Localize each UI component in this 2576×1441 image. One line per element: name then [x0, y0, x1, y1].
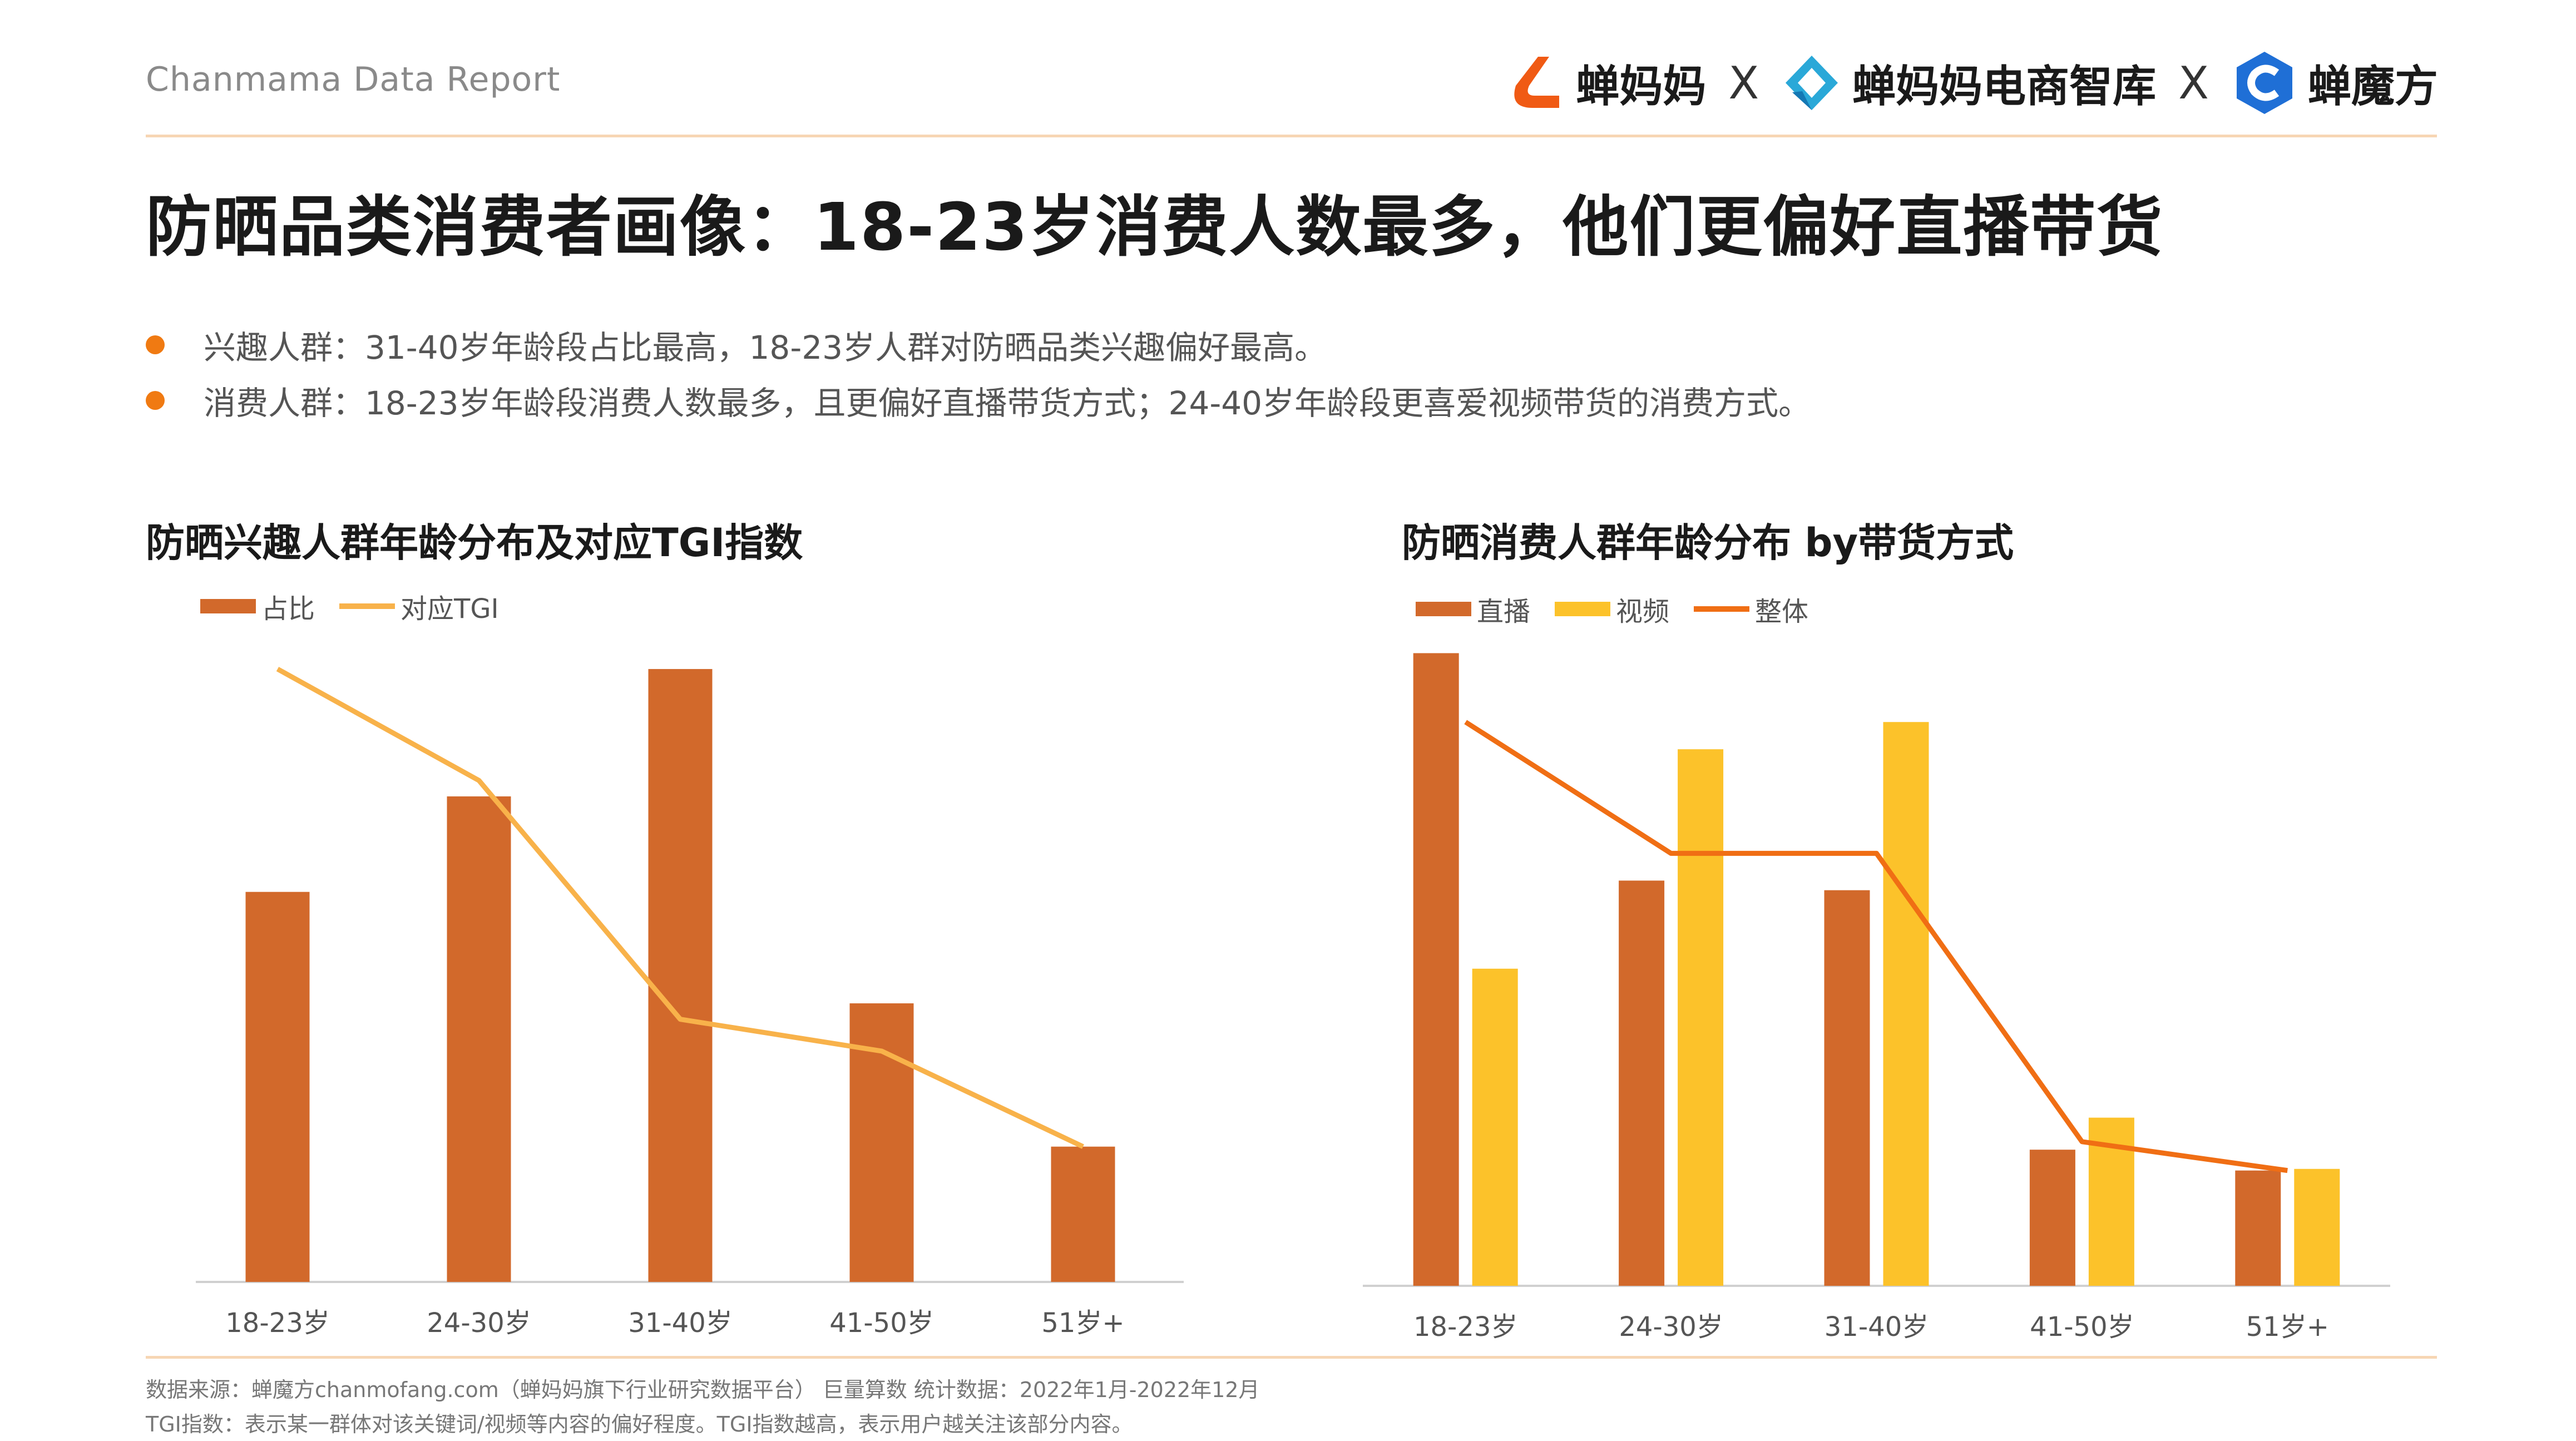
chart2-tick-label: 18-23岁: [1413, 1311, 1517, 1343]
legend-label: 占比: [261, 593, 315, 625]
chart1-line-对应TGI: [276, 667, 1084, 1149]
chart2-bar-视频: [2294, 1168, 2340, 1286]
bullet-dot-icon: [146, 391, 165, 410]
chart2-tick-label: 24-30岁: [1619, 1311, 1723, 1343]
chart1-tick-label: 41-50岁: [829, 1308, 933, 1339]
chart2-bar-视频: [1472, 968, 1518, 1286]
chart2-bar-直播: [2029, 1150, 2075, 1286]
chart1-legend-item: 对应TGI: [339, 587, 499, 626]
chart1-tick-label: 51岁+: [1041, 1308, 1124, 1339]
chart1-bar-占比: [447, 796, 511, 1282]
legend-swatch-line: [1694, 606, 1750, 612]
insight-item: 消费人群：18-23岁年龄段消费人数最多，且更偏好直播带货方式；24-40岁年龄…: [146, 373, 1811, 428]
chanmofang-logo: 蝉魔方: [2231, 49, 2438, 116]
chanmofang-logo-text: 蝉魔方: [2307, 62, 2438, 112]
legend-label: 直播: [1477, 596, 1531, 627]
insight-list: 兴趣人群：31-40岁年龄段占比最高，18-23岁人群对防晒品类兴趣偏好最高。 …: [146, 317, 1811, 428]
chanmama-logo-icon: [1514, 57, 1560, 108]
chart1-bar-占比: [245, 892, 310, 1282]
logo-separator: X: [1728, 57, 1759, 109]
legend-label: 对应TGI: [401, 593, 499, 625]
chanmama-think-tank-logo-text: 蝉妈妈电商智库: [1852, 62, 2157, 112]
logo-separator: X: [2178, 57, 2209, 109]
insight-text: 兴趣人群：31-40岁年龄段占比最高，18-23岁人群对防晒品类兴趣偏好最高。: [204, 329, 1327, 367]
chanmama-think-tank-logo: 蝉妈妈电商智库: [1781, 52, 2156, 114]
chanmama-logo-text: 蝉妈妈: [1576, 62, 1707, 112]
report-label: Chanmama Data Report: [146, 60, 561, 99]
chart2-tick-label: 51岁+: [2246, 1311, 2329, 1343]
legend-swatch-bar: [1555, 602, 1611, 616]
chart2-line-整体: [1464, 720, 2288, 1173]
insight-text: 消费人群：18-23岁年龄段消费人数最多，且更偏好直播带货方式；24-40岁年龄…: [204, 384, 1811, 422]
chart2-bar-直播: [1824, 890, 1870, 1286]
chart2-bar-视频: [1883, 722, 1929, 1286]
partner-logos: 蝉妈妈 X 蝉妈妈电商智库 X 蝉魔方: [1505, 47, 2438, 119]
chart1-tick-label: 24-30岁: [427, 1308, 531, 1339]
bullet-dot-icon: [146, 335, 165, 354]
chart2-bar-视频: [1678, 749, 1724, 1286]
legend-swatch-bar: [1416, 602, 1471, 616]
legend-label: 视频: [1616, 596, 1670, 627]
chart1-bar-占比: [1051, 1146, 1115, 1282]
chart1-tick-label: 31-40岁: [628, 1308, 732, 1339]
legend-swatch-bar: [200, 599, 256, 613]
chanmama-logo: 蝉妈妈: [1505, 52, 1706, 114]
chart1-legend: 占比 对应TGI: [200, 587, 519, 626]
chart2-legend-item: 整体: [1694, 590, 1808, 628]
chart1-legend-item: 占比: [200, 587, 315, 626]
footer-divider: [146, 1356, 2437, 1359]
header-divider: [146, 135, 2437, 137]
chart1-bar-占比: [648, 668, 713, 1282]
chart2-legend-item: 视频: [1555, 590, 1669, 628]
chanmama-ecommerce-think-tank-icon: [1786, 56, 1838, 110]
chart2-legend: 直播 视频 整体: [1416, 590, 1828, 628]
page-title: 防晒品类消费者画像：18-23岁消费人数最多，他们更偏好直播带货: [146, 189, 2164, 265]
legend-label: 整体: [1755, 596, 1809, 627]
chart2-bar-直播: [1413, 653, 1459, 1286]
data-source-note: 数据来源：蝉魔方chanmofang.com（蝉妈妈旗下行业研究数据平台） 巨量…: [146, 1378, 1260, 1402]
chart2-bar-直播: [1619, 880, 1665, 1286]
chart2-bar-直播: [2235, 1170, 2281, 1286]
legend-swatch-line: [339, 603, 395, 609]
chart2-title: 防晒消费人群年龄分布 by带货方式: [1402, 520, 2014, 566]
chart2-legend-item: 直播: [1416, 590, 1530, 628]
chart2-tick-label: 31-40岁: [1825, 1311, 1929, 1343]
insight-item: 兴趣人群：31-40岁年龄段占比最高，18-23岁人群对防晒品类兴趣偏好最高。: [146, 317, 1811, 373]
chanmofang-logo-icon: [2236, 52, 2292, 114]
chart1-tick-label: 18-23岁: [225, 1308, 329, 1339]
chart1-title: 防晒兴趣人群年龄分布及对应TGI指数: [146, 520, 803, 566]
chart2-tick-label: 41-50岁: [2030, 1311, 2134, 1343]
tgi-definition-note: TGI指数：表示某一群体对该关键词/视频等内容的偏好程度。TGI指数越高，表示用…: [146, 1412, 1133, 1437]
